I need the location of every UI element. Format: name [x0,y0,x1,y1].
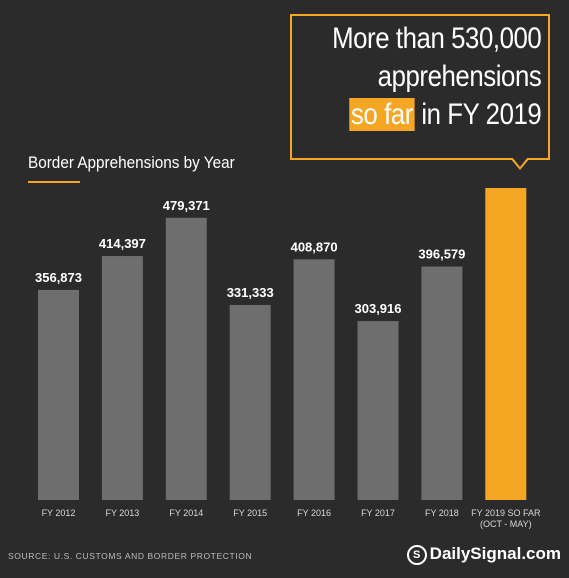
category-label-0: FY 2012 [42,508,76,518]
title-underline [28,181,80,183]
callout-text: More than 530,000 apprehensions so far i… [332,20,541,134]
callout-box [290,14,550,160]
category-label-7: FY 2019 SO FAR [471,508,541,518]
callout-line-2: apprehensions [377,60,541,93]
dailysignal-logo-icon: S [406,545,427,565]
callout-line-1: More than 530,000 [331,22,542,55]
category-label-4: FY 2016 [297,508,331,518]
category-label-7-line2: (OCT - MAY) [480,519,532,529]
category-label-5: FY 2017 [361,508,395,518]
data-label-2: 479,371 [163,198,210,213]
data-label-6: 396,579 [418,247,465,262]
data-label-5: 303,916 [355,301,402,316]
bar-5 [357,321,399,500]
callout-line-3: so far in FY 2019 [332,96,541,134]
brand-text: DailySignal.com [429,544,561,563]
callout-highlight: so far [348,98,415,131]
bar-0 [38,289,79,500]
source-note: SOURCE: U.S. CUSTOMS AND BORDER PROTECTI… [8,551,253,561]
bar-6 [421,266,463,500]
data-label-0: 356,873 [35,270,82,285]
category-label-3: FY 2015 [233,508,267,518]
category-label-6: FY 2018 [425,508,459,518]
callout-line-3-rest: in FY 2019 [414,98,541,131]
bar-7 [485,188,527,500]
bar-4 [293,259,335,500]
category-label-2: FY 2014 [169,508,203,518]
bar-2 [165,217,207,500]
bar-3 [229,304,271,500]
bar-1 [101,256,143,500]
data-label-3: 331,333 [227,285,274,300]
brand-link[interactable]: S DailySignal.com [406,544,561,565]
data-label-4: 408,870 [291,239,338,254]
category-label-1: FY 2013 [105,508,139,518]
data-label-1: 414,397 [99,236,146,251]
chart-title: Border Apprehensions by Year [28,153,235,172]
